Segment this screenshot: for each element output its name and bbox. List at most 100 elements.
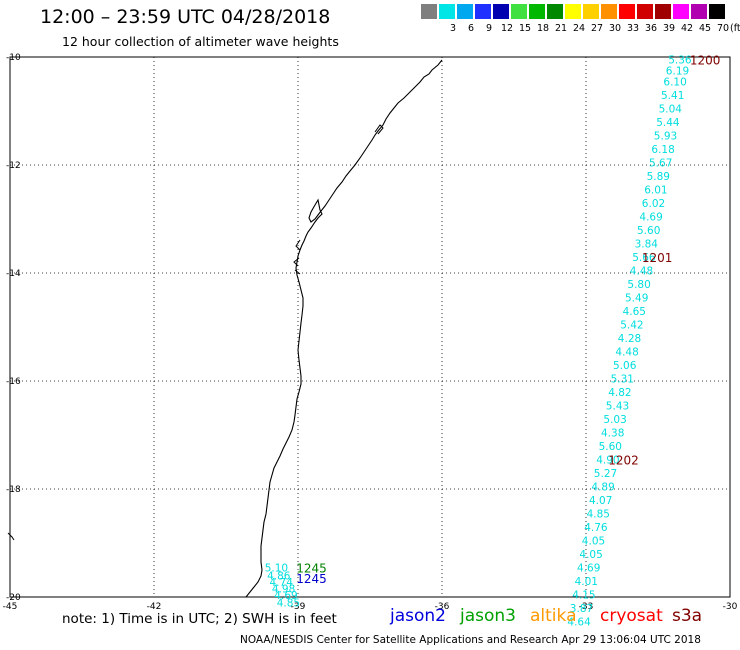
legend-swatch bbox=[439, 4, 455, 19]
legend-swatch bbox=[529, 4, 545, 19]
wave-height-value: 4.89 bbox=[591, 481, 614, 493]
x-tick-label: -45 bbox=[3, 602, 18, 612]
pass-time-label: 1202 bbox=[608, 453, 639, 467]
wave-height-value: 5.42 bbox=[620, 319, 643, 331]
satellite-altika: altika bbox=[530, 606, 577, 626]
wave-height-value: 4.05 bbox=[582, 535, 605, 547]
y-tick-label: -12 bbox=[6, 161, 21, 171]
legend-label: 3 bbox=[449, 23, 457, 34]
wave-height-value: 5.31 bbox=[611, 373, 634, 385]
wave-height-value: 6.02 bbox=[642, 198, 665, 210]
wave-height-value: 3.87 bbox=[570, 603, 593, 615]
wave-height-value: 6.18 bbox=[651, 144, 674, 156]
legend-swatch bbox=[601, 4, 617, 19]
legend-swatch bbox=[475, 4, 491, 19]
axis-tick-labels: -45 -42 -39 -36 -33 -30 -10 -12 -14 -16 -18 -20 bbox=[3, 53, 738, 612]
satellite-cryosat: cryosat bbox=[600, 606, 663, 626]
legend-swatch bbox=[583, 4, 599, 19]
pass-time-label: 1245 bbox=[296, 561, 327, 575]
legend-swatch bbox=[457, 4, 473, 19]
island-mark bbox=[7, 532, 15, 541]
wave-height-value: 4.82 bbox=[608, 387, 631, 399]
legend-label: 12 bbox=[500, 23, 514, 34]
map-grid bbox=[10, 57, 730, 597]
wave-height-value: 4.15 bbox=[572, 589, 595, 601]
y-tick-label: -18 bbox=[6, 485, 21, 495]
wave-height-value: 4.48 bbox=[630, 265, 653, 277]
legend-swatch bbox=[637, 4, 653, 19]
wave-height-value: 4.85 bbox=[277, 597, 300, 609]
wave-height-value: 5.93 bbox=[654, 130, 677, 142]
satellite-jason3: jason3 bbox=[460, 606, 516, 626]
legend-label: 21 bbox=[554, 23, 568, 34]
satellite-jason2: jason2 bbox=[390, 606, 446, 626]
legend-label: 9 bbox=[485, 23, 493, 34]
legend-swatch bbox=[511, 4, 527, 19]
wave-height-value: 4.48 bbox=[615, 346, 638, 358]
wave-height-value: 4.28 bbox=[618, 333, 641, 345]
wave-height-value: 3.84 bbox=[635, 238, 659, 250]
wave-height-value: 5.27 bbox=[594, 468, 617, 480]
wave-height-value: 5.67 bbox=[649, 157, 672, 169]
legend-swatch bbox=[421, 4, 437, 19]
wave-height-value: 4.76 bbox=[584, 522, 608, 534]
wave-height-value: 5.60 bbox=[599, 441, 622, 453]
legend-swatch bbox=[493, 4, 509, 19]
legend-swatch bbox=[619, 4, 635, 19]
wave-height-value: 4.38 bbox=[601, 427, 624, 439]
wave-height-value: 4.05 bbox=[579, 549, 602, 561]
legend-label: 45 bbox=[698, 23, 712, 34]
pass-time-label: 1245 bbox=[296, 572, 327, 586]
wave-height-value: 5.06 bbox=[613, 360, 637, 372]
pass-time-label: 1200 bbox=[690, 54, 721, 68]
legend-label: 15 bbox=[518, 23, 532, 34]
x-tick-label: -42 bbox=[147, 602, 162, 612]
legend-label: 70 bbox=[716, 23, 730, 34]
wave-height-value: 4.07 bbox=[589, 495, 612, 507]
legend-unit: (ft) bbox=[730, 23, 740, 34]
satellite-s3a: s3a bbox=[672, 606, 703, 626]
legend-label: 27 bbox=[590, 23, 604, 34]
y-tick-label: -20 bbox=[6, 593, 21, 603]
wave-height-value: 4.65 bbox=[623, 306, 646, 318]
wave-height-value: 5.60 bbox=[637, 225, 660, 237]
legend-swatch bbox=[565, 4, 581, 19]
wave-height-value: 5.10 bbox=[265, 562, 288, 574]
coastline bbox=[245, 59, 443, 598]
wave-height-value: 6.10 bbox=[663, 76, 686, 88]
wave-height-value: 5.41 bbox=[661, 90, 684, 102]
credit-line: NOAA/NESDIS Center for Satellite Applica… bbox=[240, 634, 701, 646]
wave-height-value: 4.98 bbox=[272, 583, 295, 595]
wave-height-value: 4.69 bbox=[577, 562, 600, 574]
legend-swatch bbox=[709, 4, 725, 19]
wave-height-value: 5.80 bbox=[627, 279, 650, 291]
legend-label: 30 bbox=[608, 23, 622, 34]
y-tick-label: -14 bbox=[6, 269, 21, 279]
wave-height-value: 4.85 bbox=[587, 508, 610, 520]
wave-height-value: 4.86 bbox=[267, 570, 291, 582]
y-tick-label: -10 bbox=[6, 53, 21, 63]
wave-height-value: 4.69 bbox=[639, 211, 662, 223]
wave-height-value: 5.89 bbox=[647, 171, 670, 183]
page-subtitle: 12 hour collection of altimeter wave hei… bbox=[62, 34, 339, 49]
wave-height-value: 4.64 bbox=[567, 616, 591, 628]
wave-height-value: 4.74 bbox=[270, 577, 294, 589]
legend-label: 18 bbox=[536, 23, 550, 34]
legend-swatch bbox=[691, 4, 707, 19]
x-tick-label: -39 bbox=[291, 602, 306, 612]
wave-height-value: 4.69 bbox=[274, 590, 297, 602]
legend-label: 36 bbox=[644, 23, 658, 34]
wave-height-value: 5.44 bbox=[656, 117, 680, 129]
legend-swatch bbox=[547, 4, 563, 19]
altimeter-tracks: 5.366.196.10 5.415.04 5.445.93 6.185.67 5.89… bbox=[265, 55, 692, 629]
wave-height-value: 6.19 bbox=[666, 66, 689, 78]
legend-label: 33 bbox=[626, 23, 640, 34]
legend-swatch bbox=[655, 4, 671, 19]
coastline-detail bbox=[293, 124, 384, 275]
page-title: 12:00 – 23:59 UTC 04/28/2018 bbox=[40, 6, 331, 28]
units-note: note: 1) Time is in UTC; 2) SWH is in fe… bbox=[62, 611, 337, 627]
wave-height-value: 5.49 bbox=[625, 292, 648, 304]
